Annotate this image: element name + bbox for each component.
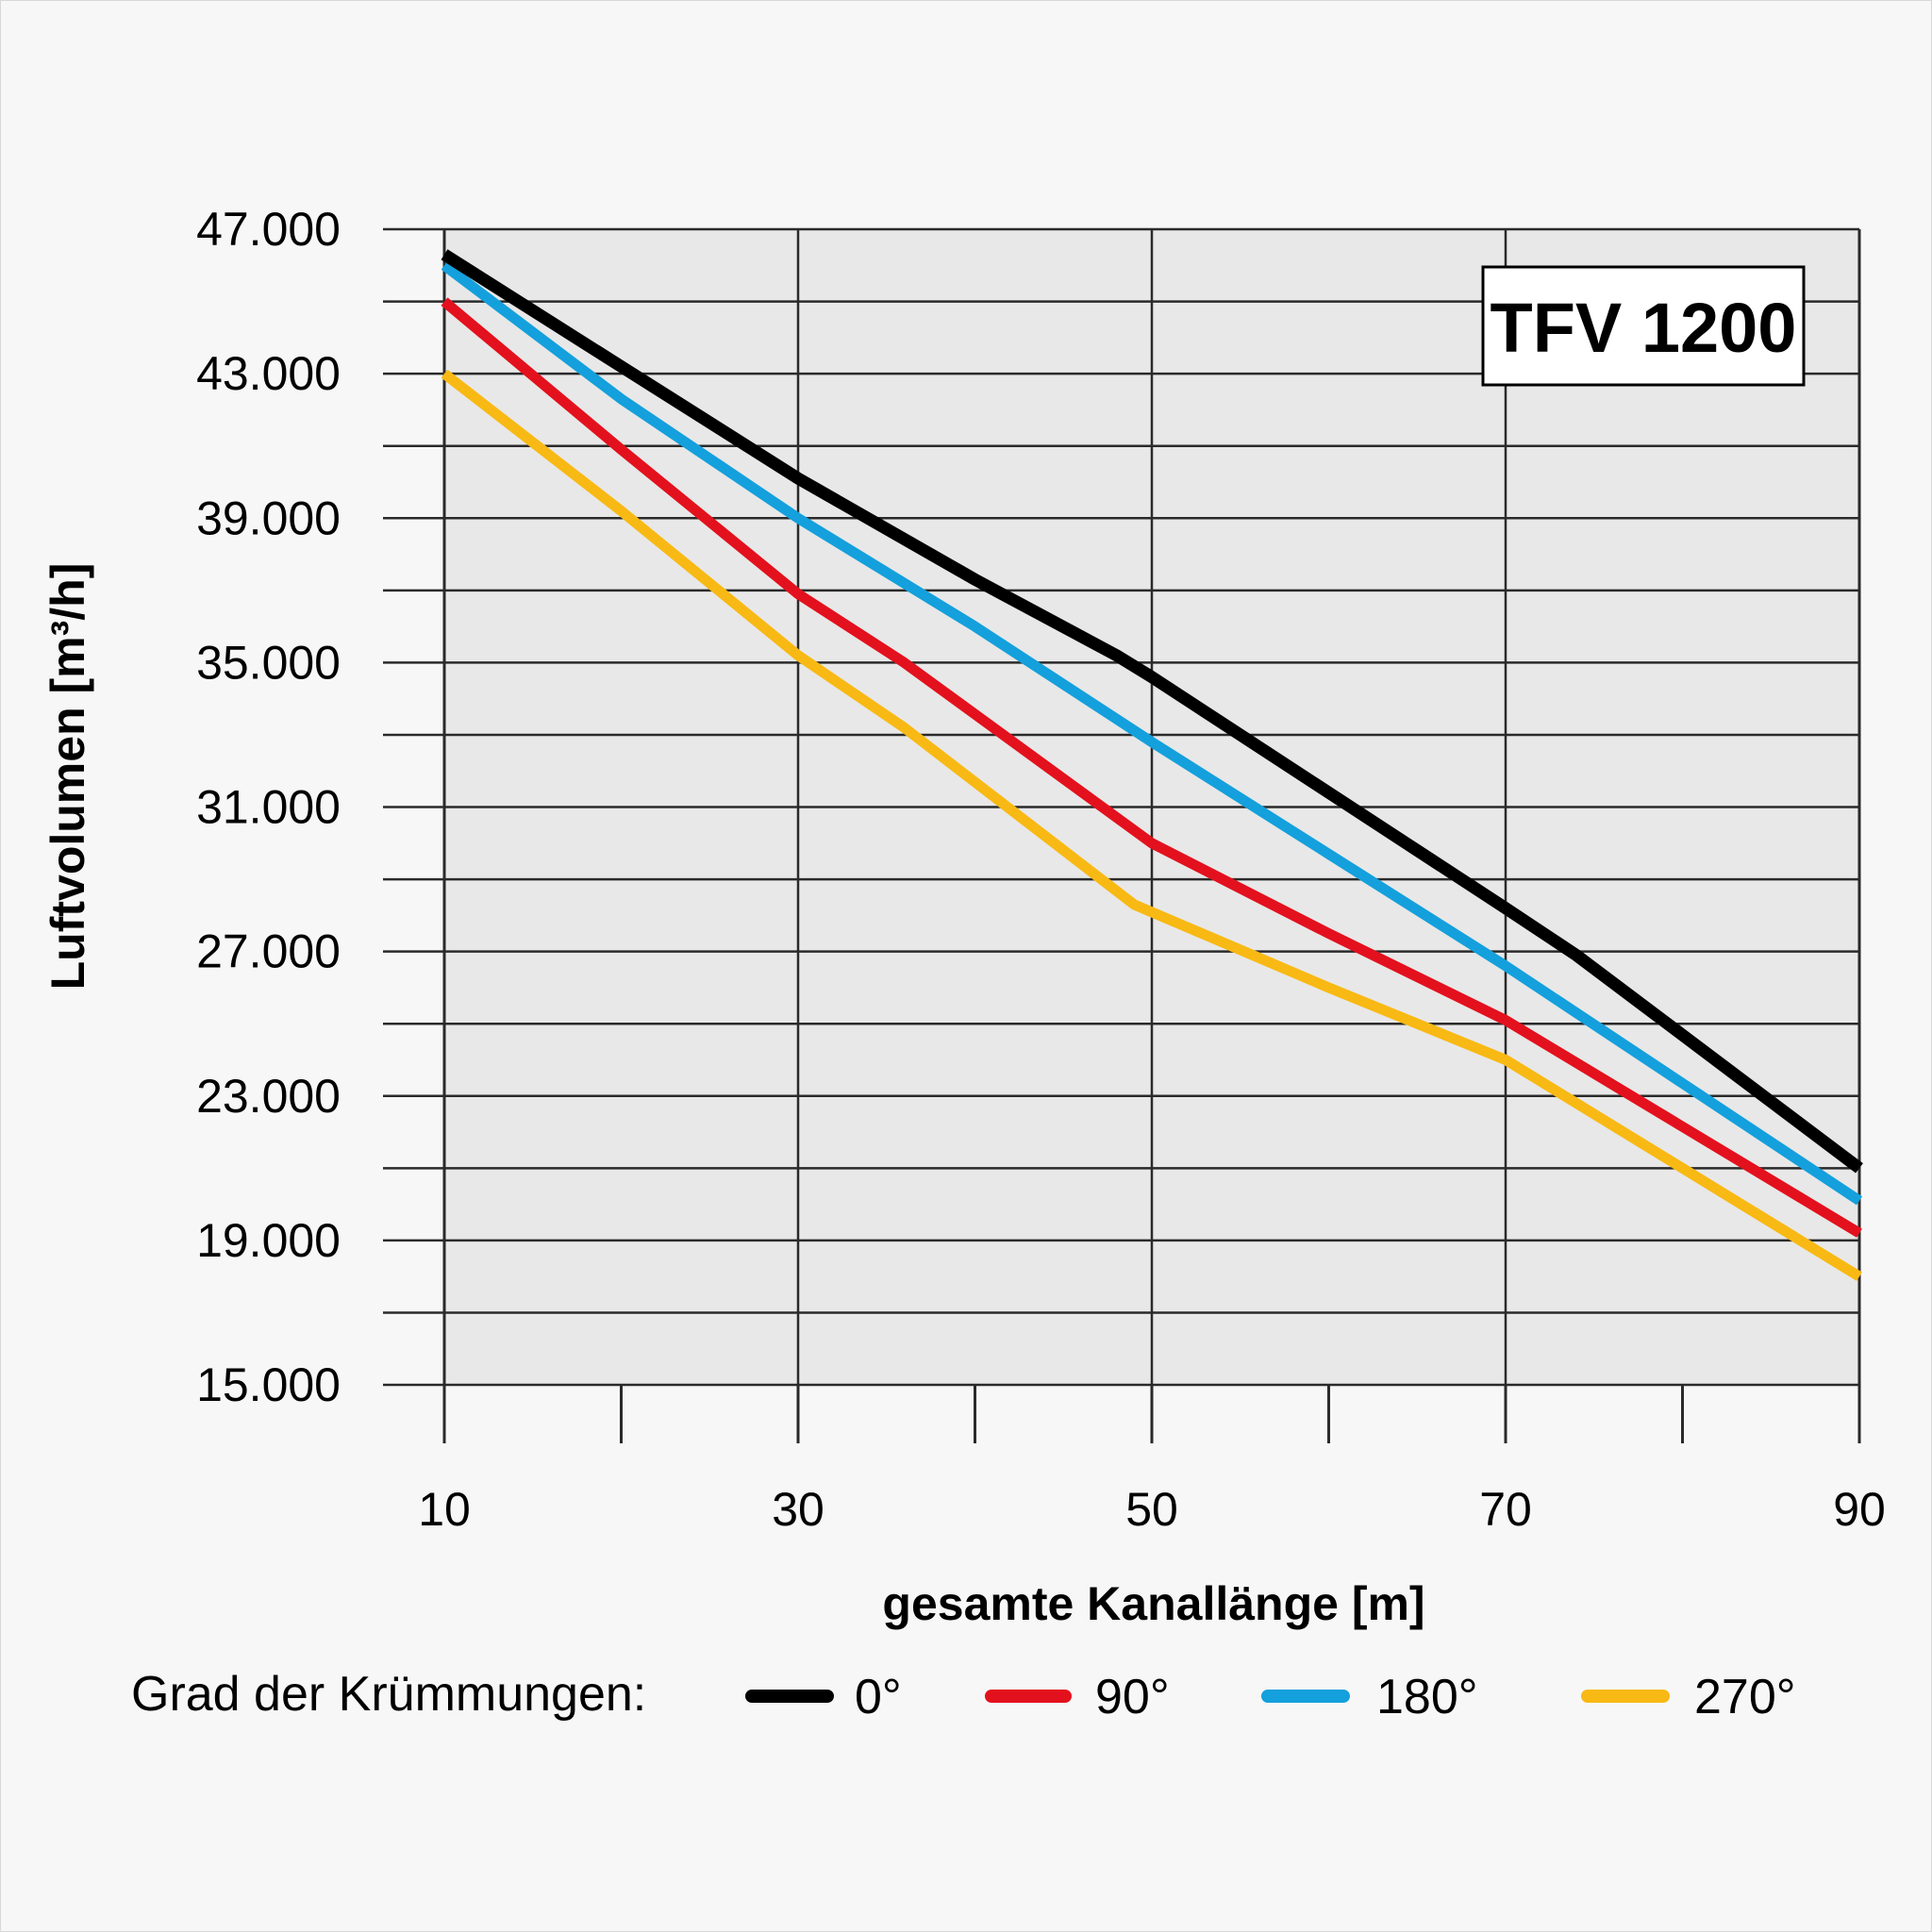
x-tick-label: 90: [1833, 1483, 1886, 1536]
chart-badge: TFV 1200: [1491, 289, 1797, 367]
y-tick-label: 39.000: [196, 491, 341, 544]
x-tick-label: 70: [1479, 1483, 1532, 1536]
y-tick-label: 31.000: [196, 781, 341, 834]
legend-label-3: 270°: [1694, 1670, 1796, 1724]
legend-title: Grad der Krümmungen:: [131, 1667, 646, 1722]
legend-label-2: 180°: [1376, 1670, 1478, 1724]
y-tick-label: 15.000: [196, 1358, 341, 1411]
x-tick-label: 30: [772, 1483, 824, 1536]
y-tick-label: 43.000: [196, 347, 341, 400]
chart-badge-box: [1481, 265, 1806, 387]
series-line-3: [441, 369, 1862, 1281]
y-tick-label: 47.000: [196, 203, 341, 256]
x-tick-label: 50: [1125, 1483, 1178, 1536]
x-tick-label: 10: [418, 1483, 471, 1536]
y-tick-label: 19.000: [196, 1214, 341, 1267]
series-line-2: [441, 260, 1863, 1206]
y-tick-label: 23.000: [196, 1070, 341, 1123]
x-axis-title: gesamte Kanallänge [m]: [882, 1577, 1424, 1630]
y-tick-label: 35.000: [196, 636, 341, 689]
legend-label-0: 0°: [855, 1670, 902, 1724]
y-axis-title: Luftvolumen [m³/h]: [42, 563, 94, 991]
legend-label-1: 90°: [1095, 1670, 1170, 1724]
series-line-0: [441, 249, 1863, 1174]
y-tick-label: 27.000: [196, 925, 341, 978]
series-line-1: [441, 297, 1862, 1238]
